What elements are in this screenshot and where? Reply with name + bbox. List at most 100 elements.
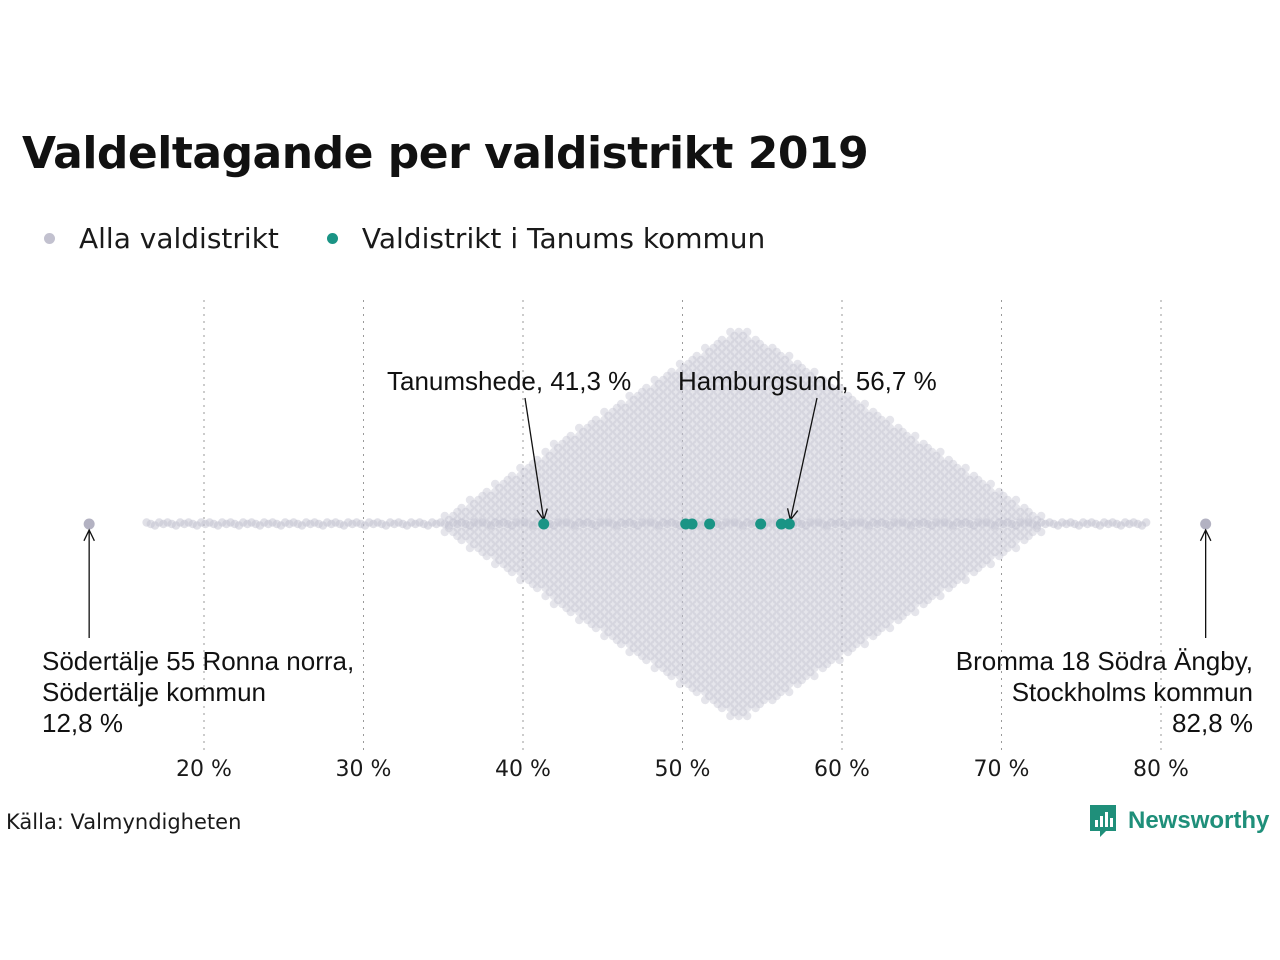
- district-point: [889, 547, 899, 557]
- district-point: [654, 603, 664, 613]
- district-point: [726, 527, 735, 537]
- district-point: [843, 511, 853, 521]
- district-point: [658, 407, 668, 417]
- district-point: [776, 639, 785, 649]
- district-point: [742, 551, 752, 561]
- district-point: [705, 499, 714, 509]
- district-point: [726, 551, 735, 561]
- district-point: [721, 659, 731, 669]
- district-point: [553, 467, 563, 477]
- district-point: [499, 535, 508, 545]
- district-point: [679, 483, 689, 493]
- district-point: [658, 511, 668, 521]
- district-point: [650, 391, 659, 401]
- district-point: [852, 415, 861, 425]
- district-point: [700, 567, 710, 577]
- district-point: [915, 459, 924, 469]
- district-point: [772, 499, 781, 509]
- district-point: [738, 707, 748, 717]
- district-point: [558, 527, 567, 537]
- district-point: [894, 463, 903, 473]
- district-point: [600, 447, 609, 457]
- district-point: [814, 619, 823, 629]
- district-point: [717, 375, 727, 385]
- district-point: [759, 383, 769, 393]
- district-point: [734, 679, 743, 689]
- district-point: [763, 419, 773, 429]
- district-point: [726, 703, 735, 713]
- district-point: [789, 611, 798, 621]
- district-point: [885, 447, 895, 457]
- district-point: [595, 459, 605, 469]
- district-point: [574, 607, 584, 617]
- district-point: [507, 487, 517, 497]
- district-point: [931, 547, 941, 557]
- newsworthy-brand[interactable]: Newsworthy: [1088, 803, 1269, 839]
- district-point: [713, 403, 722, 413]
- annotation-label: Hamburgsund, 56,7 %: [678, 366, 937, 396]
- district-point: [688, 651, 697, 661]
- district-point: [663, 595, 672, 605]
- district-point: [902, 607, 911, 617]
- district-point: [621, 619, 630, 629]
- district-point: [768, 543, 777, 553]
- district-point: [545, 555, 554, 565]
- district-point: [734, 567, 743, 577]
- district-point: [747, 571, 756, 581]
- district-point: [566, 599, 575, 609]
- district-point: [658, 599, 668, 609]
- district-point: [826, 423, 836, 433]
- district-point: [721, 435, 731, 445]
- district-point: [734, 655, 743, 665]
- district-point: [755, 563, 764, 573]
- district-point: [713, 571, 722, 581]
- district-point: [650, 399, 659, 409]
- district-point: [637, 555, 647, 565]
- district-point: [713, 555, 722, 565]
- district-point: [776, 431, 785, 441]
- district-point: [814, 459, 823, 469]
- district-point: [999, 499, 1008, 509]
- district-point: [583, 575, 592, 585]
- district-point: [864, 491, 874, 501]
- district-point: [604, 579, 613, 589]
- district-point: [978, 559, 987, 569]
- district-point: [860, 551, 869, 561]
- district-point: [642, 567, 651, 577]
- district-point: [931, 483, 941, 493]
- district-point: [898, 443, 907, 453]
- district-point: [612, 443, 622, 453]
- district-point: [646, 387, 655, 397]
- district-point: [482, 511, 491, 521]
- district-point: [965, 555, 974, 565]
- district-point: [705, 547, 714, 557]
- district-point: [843, 407, 853, 417]
- district-point: [747, 347, 756, 357]
- district-point: [931, 539, 941, 549]
- district-point: [730, 419, 739, 429]
- district-point: [616, 543, 626, 553]
- district-point: [734, 383, 743, 393]
- district-point: [1003, 535, 1012, 545]
- district-point: [805, 403, 815, 413]
- district-point: [906, 491, 916, 501]
- district-point: [868, 543, 878, 553]
- district-point: [675, 591, 685, 601]
- district-point: [646, 411, 655, 421]
- district-point: [826, 631, 836, 641]
- district-point: [1015, 507, 1025, 517]
- district-point: [633, 391, 643, 401]
- district-point: [621, 459, 630, 469]
- district-point: [999, 539, 1008, 549]
- district-point: [654, 635, 664, 645]
- district-point: [952, 559, 962, 569]
- district-point: [692, 583, 701, 593]
- district-point: [873, 619, 882, 629]
- district-point: [537, 459, 546, 469]
- district-point: [860, 399, 869, 409]
- district-point: [474, 503, 483, 513]
- district-point: [591, 567, 601, 577]
- district-point: [541, 567, 550, 577]
- district-point: [793, 423, 802, 433]
- district-point: [629, 555, 638, 565]
